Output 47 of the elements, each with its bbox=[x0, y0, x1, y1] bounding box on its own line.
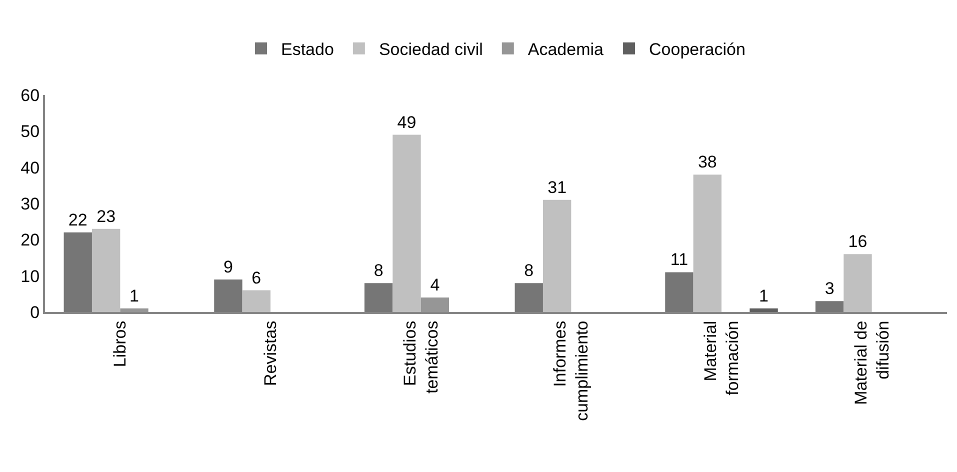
bar bbox=[693, 174, 722, 312]
data-label: 22 bbox=[68, 210, 88, 230]
bar bbox=[514, 283, 543, 312]
data-label: 16 bbox=[848, 232, 868, 252]
data-label: 38 bbox=[698, 152, 717, 172]
x-tick-label: Material de difusión bbox=[851, 320, 892, 405]
y-tick-label: 0 bbox=[30, 302, 40, 322]
data-label: 8 bbox=[374, 261, 384, 280]
bar bbox=[750, 308, 778, 312]
data-label: 11 bbox=[670, 250, 688, 270]
data-label: 8 bbox=[524, 261, 534, 280]
bar bbox=[815, 301, 844, 312]
legend-label: Estado bbox=[281, 40, 334, 59]
data-label: 3 bbox=[824, 279, 834, 298]
y-tick-label: 30 bbox=[20, 194, 40, 214]
y-tick-label: 60 bbox=[20, 86, 40, 105]
bar bbox=[64, 232, 92, 312]
data-label: 49 bbox=[397, 112, 416, 132]
x-tick-label: Estudios temáticos bbox=[400, 320, 442, 394]
y-tick-label: 20 bbox=[20, 230, 40, 250]
bar bbox=[392, 134, 421, 312]
x-tick-label: Revistas bbox=[261, 320, 280, 386]
y-tick-label: 10 bbox=[20, 266, 40, 286]
bar bbox=[420, 298, 450, 312]
bar bbox=[214, 279, 242, 312]
x-tick-label: Libros bbox=[110, 320, 130, 368]
data-label: 6 bbox=[252, 268, 262, 288]
data-label: 9 bbox=[223, 257, 233, 276]
bar bbox=[665, 272, 694, 312]
bar bbox=[844, 254, 872, 312]
x-tick-label: Informes cumplimiento bbox=[550, 320, 592, 421]
data-label: 31 bbox=[548, 178, 567, 197]
bar bbox=[542, 200, 572, 312]
data-label: 1 bbox=[130, 286, 139, 306]
bar bbox=[120, 308, 148, 312]
data-label: 23 bbox=[96, 206, 116, 226]
legend-label: Sociedad civil bbox=[378, 40, 483, 59]
bar bbox=[92, 228, 120, 312]
bar bbox=[364, 283, 393, 312]
x-tick-label: Material formación bbox=[700, 320, 742, 396]
bar bbox=[242, 290, 270, 312]
data-label: 1 bbox=[759, 286, 769, 306]
legend-label: Cooperación bbox=[649, 40, 746, 59]
data-label: 4 bbox=[430, 276, 440, 295]
y-tick-label: 50 bbox=[20, 122, 40, 142]
legend-label: Academia bbox=[528, 40, 604, 59]
y-tick-label: 40 bbox=[20, 158, 40, 178]
